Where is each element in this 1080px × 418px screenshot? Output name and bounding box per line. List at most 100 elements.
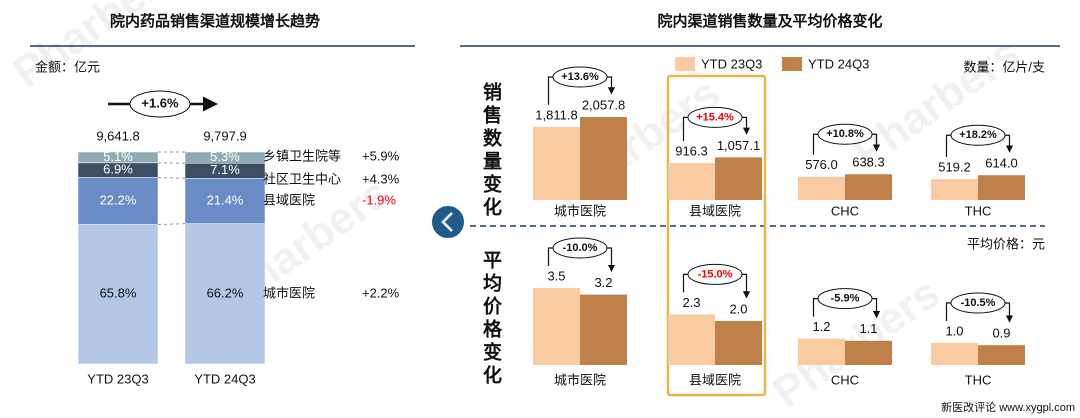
series-change: -1.9% — [362, 192, 396, 207]
value-label: 576.0 — [805, 157, 838, 172]
x-tick-label: THC — [965, 203, 992, 218]
series-change: +5.9% — [362, 148, 400, 163]
value-label: 2.3 — [682, 295, 700, 310]
value-label: 1.0 — [945, 323, 963, 338]
bar — [580, 294, 627, 365]
x-tick-label: CHC — [831, 372, 859, 387]
x-tick-label: CHC — [831, 203, 859, 218]
prev-button[interactable] — [430, 204, 466, 240]
change-ellipse — [687, 106, 743, 128]
highlight-box — [666, 74, 767, 397]
bar — [845, 174, 892, 200]
bar-segment — [77, 151, 159, 164]
change-ellipse — [687, 263, 743, 285]
segment-label: 5.3% — [210, 149, 240, 164]
value-label: 0.9 — [992, 326, 1010, 341]
change-label: -15.0% — [698, 268, 733, 280]
bar — [798, 176, 845, 200]
total-label: 9,797.9 — [203, 128, 246, 143]
value-label: 3.2 — [594, 275, 612, 290]
right-title: 院内渠道销售数量及平均价格变化 — [657, 12, 882, 30]
change-label: +10.8% — [826, 128, 864, 140]
bar — [533, 126, 580, 200]
value-label: 1,811.8 — [535, 107, 577, 122]
value-label: 2,057.8 — [582, 97, 625, 112]
footer: 新医改评论 www.xygpl.com — [941, 400, 1075, 414]
x-tick-label: 城市医院 — [554, 372, 606, 387]
legend-name: 乡镇卫生院等 — [263, 148, 341, 163]
segment-label: 5.1% — [103, 149, 133, 164]
button-circle[interactable] — [430, 204, 466, 240]
legend-swatch — [782, 57, 802, 71]
left-title: 院内药品销售渠道规模增长趋势 — [110, 12, 320, 30]
growth-ellipse — [129, 90, 191, 118]
bar — [845, 340, 892, 365]
segment-label: 22.2% — [100, 192, 137, 207]
unit-label: 数量：亿片/支 — [963, 59, 1045, 74]
bar — [715, 321, 762, 365]
value-label: 1.1 — [859, 321, 877, 336]
legend-label: YTD 23Q3 — [701, 56, 762, 71]
bar — [715, 157, 762, 200]
connector — [157, 223, 186, 226]
bar — [978, 175, 1025, 200]
legend-name: 县域医院 — [263, 192, 315, 207]
change-ellipse — [817, 123, 873, 145]
bar — [668, 163, 715, 200]
x-tick-label: 县域医院 — [689, 372, 741, 387]
change-label: -10.5% — [961, 297, 996, 309]
change-label: +18.2% — [959, 129, 997, 141]
bar-segment — [184, 178, 266, 224]
growth-label: +1.6% — [141, 95, 179, 110]
value-label: 3.5 — [547, 268, 565, 283]
value-label: 2.0 — [729, 301, 747, 316]
legend-name: 社区卫生中心 — [263, 171, 341, 186]
legend-swatch — [675, 57, 695, 71]
x-tick-label: 县域医院 — [689, 203, 741, 218]
unit-label: 金额：亿元 — [35, 59, 100, 74]
x-tick-label: YTD 24Q3 — [194, 371, 255, 386]
value-label: 614.0 — [985, 156, 1018, 171]
x-tick-label: YTD 23Q3 — [87, 371, 148, 386]
bar — [931, 343, 978, 365]
chevron-icon[interactable] — [441, 212, 453, 232]
total-label: 9,641.8 — [96, 128, 139, 143]
bar — [580, 117, 627, 200]
value-label: 519.2 — [938, 159, 971, 174]
series-change: +2.2% — [362, 285, 400, 300]
series-change: +4.3% — [362, 171, 400, 186]
bar-segment — [77, 224, 159, 365]
segment-label: 6.9% — [103, 162, 133, 177]
x-tick-label: THC — [965, 372, 992, 387]
segment-label: 65.8% — [100, 286, 137, 301]
change-ellipse — [552, 66, 608, 88]
change-ellipse — [817, 288, 873, 310]
value-label: 916.3 — [675, 143, 708, 158]
legend-label: YTD 24Q3 — [808, 56, 869, 71]
change-ellipse — [950, 124, 1006, 146]
bar — [533, 288, 580, 365]
panel-label: 销售数量变化 — [480, 81, 503, 220]
value-label: 1,057.1 — [717, 138, 760, 153]
value-label: 638.3 — [852, 155, 885, 170]
x-tick-label: 城市医院 — [554, 203, 606, 218]
legend-name: 城市医院 — [263, 285, 315, 300]
change-label: -10.0% — [563, 242, 598, 254]
bar-segment — [184, 151, 266, 164]
change-ellipse — [552, 237, 608, 259]
value-label: 1.2 — [812, 319, 830, 334]
segment-label: 7.1% — [210, 162, 240, 177]
unit-label: 平均价格：元 — [967, 236, 1045, 251]
change-label: +13.6% — [561, 71, 599, 83]
change-label: -5.9% — [831, 293, 860, 305]
bar — [668, 314, 715, 365]
change-ellipse — [950, 292, 1006, 314]
connector — [157, 176, 186, 179]
bar — [978, 345, 1025, 365]
bar — [798, 338, 845, 365]
segment-label: 21.4% — [207, 192, 244, 207]
panel-label: 平均价格变化 — [480, 250, 502, 388]
bar-segment — [184, 223, 266, 365]
segment-label: 66.2% — [207, 285, 244, 300]
